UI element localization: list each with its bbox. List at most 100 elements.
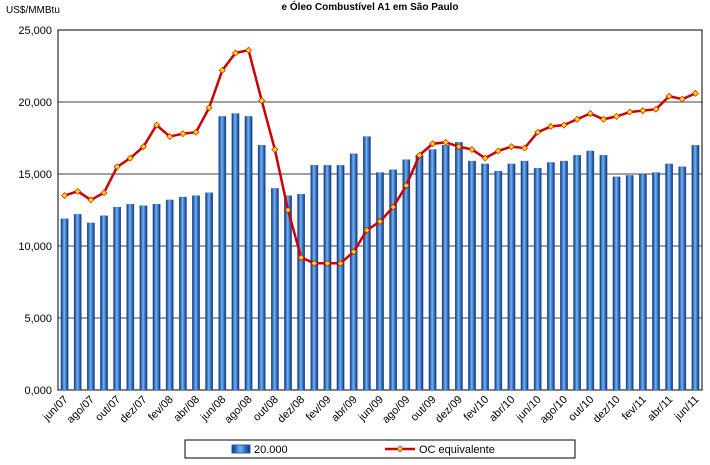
marker [218, 66, 226, 74]
marker [560, 121, 568, 129]
marker [416, 151, 423, 159]
marker [179, 130, 187, 138]
bar [376, 172, 384, 391]
x-tick-label: fev/09 [304, 394, 334, 424]
bar [363, 136, 371, 391]
bar [691, 145, 700, 391]
marker [113, 163, 121, 171]
bar [599, 155, 608, 391]
bar [389, 169, 397, 391]
bar [573, 155, 581, 391]
bar [586, 150, 595, 391]
bar [441, 145, 450, 391]
marker [468, 146, 476, 153]
legend-label: OC equivalente [419, 444, 495, 456]
bar [297, 194, 305, 391]
marker [271, 146, 279, 153]
bar [481, 163, 489, 391]
x-tick-label: dez/10 [591, 394, 623, 426]
bar [244, 116, 253, 391]
marker [508, 143, 515, 151]
bar [73, 214, 82, 391]
chart-title: e Óleo Combustível A1 em São Paulo [282, 0, 459, 13]
marker [297, 254, 305, 261]
marker [494, 147, 502, 155]
bar [126, 204, 135, 391]
marker [284, 206, 292, 214]
bar [652, 172, 660, 391]
bar [349, 153, 358, 391]
bar [139, 205, 148, 391]
x-tick-label: dez/08 [275, 394, 307, 426]
marker [232, 49, 239, 57]
y-tick-label: 15,000 [18, 169, 52, 181]
bar [165, 199, 174, 391]
marker [74, 187, 82, 195]
x-tick-label: fev/11 [620, 394, 649, 423]
bar [665, 163, 673, 391]
marker [140, 143, 147, 151]
x-tick-label: abr/08 [172, 394, 203, 425]
legend-swatch [231, 444, 251, 454]
x-tick-label: fev/08 [146, 394, 176, 424]
bar [612, 176, 621, 391]
bar [218, 116, 227, 391]
bar [533, 168, 542, 391]
bar [310, 165, 319, 391]
x-tick-label: dez/09 [433, 394, 465, 426]
marker [258, 97, 266, 104]
bar [468, 160, 476, 391]
marker [573, 115, 581, 123]
marker [324, 259, 331, 267]
bar [639, 173, 647, 391]
marker [310, 259, 318, 267]
legend-label: 20.000 [254, 444, 288, 456]
marker [166, 133, 174, 140]
marker [87, 196, 95, 204]
y-tick-label: 20,000 [18, 97, 52, 109]
marker [100, 189, 108, 197]
marker [389, 203, 397, 211]
x-tick-label: ago/09 [380, 394, 412, 426]
y-axis-label: US$/MMBtu [6, 5, 60, 16]
marker [600, 115, 607, 123]
bar [678, 166, 687, 391]
marker [521, 144, 528, 152]
marker [376, 218, 384, 225]
bar [179, 196, 187, 391]
marker [455, 143, 463, 151]
x-tick-label: ago/10 [538, 394, 570, 426]
marker [61, 192, 68, 200]
marker [350, 248, 358, 256]
x-tick-label: ago/08 [222, 394, 254, 426]
bar [428, 149, 437, 391]
x-tick-label: abr/11 [645, 394, 675, 424]
bar [100, 215, 108, 391]
marker [442, 138, 450, 146]
marker [481, 154, 489, 162]
bar [257, 145, 266, 391]
x-tick-label: fev/10 [462, 394, 492, 424]
marker [692, 89, 699, 97]
marker [613, 112, 620, 120]
y-tick-label: 5,000 [24, 313, 52, 325]
bar [271, 188, 279, 391]
marker [153, 121, 160, 129]
legend-box [184, 439, 576, 459]
marker [429, 140, 436, 148]
marker [126, 154, 134, 162]
marker [626, 108, 634, 116]
marker [639, 107, 647, 115]
bar [494, 170, 503, 391]
bar [205, 192, 213, 391]
bar [336, 165, 345, 391]
bar [415, 155, 424, 391]
x-tick-label: ago/07 [65, 394, 97, 426]
bar [152, 204, 161, 391]
marker [363, 226, 371, 234]
bar [625, 175, 634, 391]
marker [534, 128, 542, 136]
bar [547, 162, 555, 391]
marker [402, 182, 410, 189]
